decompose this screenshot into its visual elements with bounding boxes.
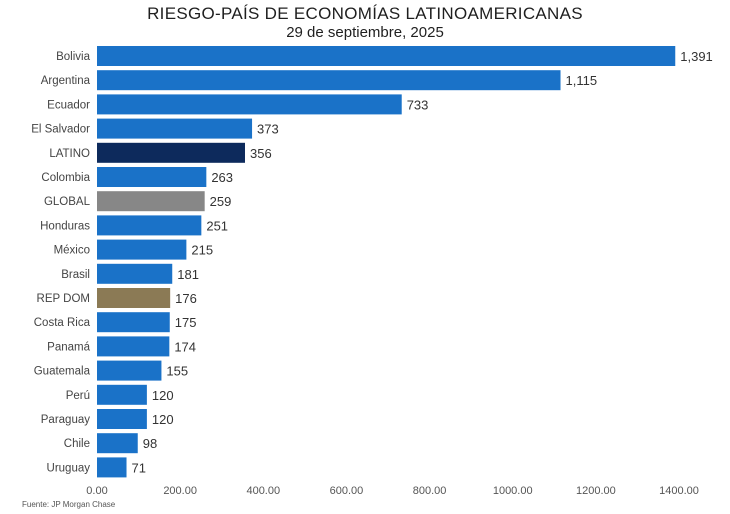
category-label: México (54, 245, 90, 257)
bar (97, 118, 253, 139)
chart-source: Fuente: JP Morgan Chase (22, 500, 116, 509)
x-tick-label: 1000.00 (493, 485, 533, 497)
x-tick-label: 1200.00 (576, 485, 616, 497)
bar (97, 312, 170, 333)
category-label: Bolivia (56, 51, 90, 63)
data-label: 174 (174, 339, 196, 354)
category-label: Panamá (47, 341, 90, 353)
bar (97, 239, 187, 260)
bar (97, 191, 205, 212)
data-label: 175 (175, 315, 197, 330)
data-label: 259 (210, 194, 232, 209)
bar (97, 336, 170, 357)
category-label: REP DOM (37, 293, 90, 305)
data-label: 98 (143, 436, 157, 451)
x-tick-label: 400.00 (246, 485, 280, 497)
data-label: 1,391 (680, 49, 713, 64)
data-label: 181 (177, 267, 199, 282)
data-label: 373 (257, 122, 279, 137)
x-tick-label: 1400.00 (659, 485, 699, 497)
x-tick-label: 800.00 (413, 485, 447, 497)
bar (97, 215, 202, 236)
data-label: 733 (407, 97, 429, 112)
category-label: Perú (66, 390, 90, 402)
category-label: Paraguay (41, 414, 90, 426)
category-label: Honduras (40, 220, 90, 232)
category-label: Ecuador (47, 99, 90, 111)
bar (97, 70, 561, 91)
category-label: Argentina (41, 75, 91, 87)
bar (97, 409, 147, 429)
data-label: 155 (166, 364, 188, 379)
data-label: 1,115 (566, 73, 598, 88)
bar (97, 384, 147, 405)
data-label: 215 (191, 243, 213, 258)
bar (97, 46, 676, 66)
bar (97, 457, 127, 478)
data-label: 120 (152, 412, 174, 427)
category-label: El Salvador (31, 124, 90, 136)
category-label: Guatemala (34, 366, 91, 378)
x-tick-label: 200.00 (163, 485, 197, 497)
x-tick-label: 600.00 (330, 485, 364, 497)
bar (97, 142, 245, 163)
x-tick-label: 0.00 (86, 485, 107, 497)
category-label: GLOBAL (44, 196, 91, 208)
bar (97, 360, 162, 381)
data-label: 263 (211, 170, 233, 185)
category-label: Colombia (41, 172, 90, 184)
category-label: Chile (64, 438, 90, 450)
chart-subtitle: 29 de septiembre, 2025 (286, 24, 444, 41)
category-label: LATINO (49, 148, 90, 160)
data-label: 356 (250, 146, 272, 161)
data-label: 120 (152, 388, 174, 403)
category-label: Uruguay (47, 462, 91, 474)
bar (97, 167, 207, 187)
chart-title: RIESGO-PAÍS DE ECONOMÍAS LATINOAMERICANA… (147, 4, 583, 23)
data-label: 176 (175, 291, 197, 306)
category-label: Brasil (61, 269, 90, 281)
data-label: 251 (206, 218, 228, 233)
bar (97, 288, 171, 308)
bar (97, 263, 173, 284)
data-label: 71 (132, 460, 146, 475)
bar (97, 94, 402, 115)
bar (97, 433, 138, 454)
category-label: Costa Rica (34, 317, 91, 329)
